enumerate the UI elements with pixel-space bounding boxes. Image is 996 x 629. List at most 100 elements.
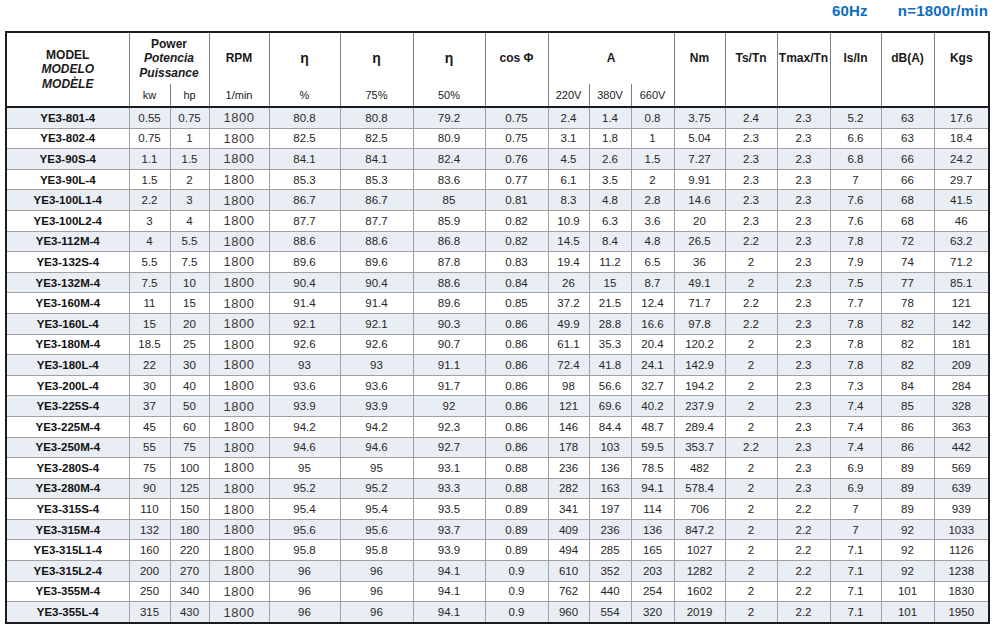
cell-model: YE3-160M-4 <box>6 293 129 314</box>
cell-is_in: 7.5 <box>830 272 881 293</box>
cell-tmax_tn: 2.3 <box>777 107 830 128</box>
cell-a_220v: 37.2 <box>548 293 589 314</box>
cell-kw: 315 <box>129 602 170 623</box>
cell-db_a: 68 <box>881 190 934 211</box>
col-header-eta-50: η 50% <box>413 32 485 107</box>
cell-hp: 3 <box>170 190 209 211</box>
cell-a_660v: 320 <box>631 602 674 623</box>
cell-eta_100: 92.1 <box>269 313 340 334</box>
cell-a_220v: 8.3 <box>548 190 589 211</box>
table-row: YE3-200L-43040180093.693.691.70.869856.6… <box>6 375 989 396</box>
cell-db_a: 78 <box>881 293 934 314</box>
cell-cos_phi: 0.88 <box>485 458 548 479</box>
cell-is_in: 7.1 <box>830 581 881 602</box>
cell-kw: 30 <box>129 375 170 396</box>
cell-eta_75: 87.7 <box>340 210 413 231</box>
cell-eta_100: 93.9 <box>269 396 340 417</box>
cell-eta_100: 90.4 <box>269 272 340 293</box>
cell-a_380v: 136 <box>589 458 631 479</box>
cell-is_in: 7.1 <box>830 561 881 582</box>
cell-eta_75: 93.9 <box>340 396 413 417</box>
cell-kw: 160 <box>129 540 170 561</box>
cell-model: YE3-802-4 <box>6 128 129 149</box>
cell-nm: 9.91 <box>674 169 725 190</box>
cell-kgs: 209 <box>934 355 989 376</box>
cell-a_220v: 3.1 <box>548 128 589 149</box>
cell-is_in: 7.1 <box>830 602 881 623</box>
cell-nm: 847.2 <box>674 519 725 540</box>
cell-hp: 5.5 <box>170 231 209 252</box>
cell-rpm: 1800 <box>209 169 269 190</box>
cell-a_380v: 163 <box>589 478 631 499</box>
cell-a_380v: 352 <box>589 561 631 582</box>
cell-eta_75: 93 <box>340 355 413 376</box>
cell-rpm: 1800 <box>209 499 269 520</box>
table-header: MODEL MODELO MODÈLE Power Potencia Puiss… <box>6 32 989 107</box>
cell-cos_phi: 0.88 <box>485 478 548 499</box>
cell-is_in: 6.8 <box>830 149 881 170</box>
cell-cos_phi: 0.84 <box>485 272 548 293</box>
table-row: YE3-132S-45.57.5180089.689.687.80.8319.4… <box>6 252 989 273</box>
cell-db_a: 82 <box>881 313 934 334</box>
cell-kw: 110 <box>129 499 170 520</box>
cell-tmax_tn: 2.3 <box>777 210 830 231</box>
cell-ts_tn: 2 <box>725 375 777 396</box>
cell-nm: 26.5 <box>674 231 725 252</box>
cell-a_380v: 15 <box>589 272 631 293</box>
cell-model: YE3-315M-4 <box>6 519 129 540</box>
cell-tmax_tn: 2.3 <box>777 231 830 252</box>
cell-hp: 220 <box>170 540 209 561</box>
cell-tmax_tn: 2.3 <box>777 416 830 437</box>
cell-a_660v: 8.7 <box>631 272 674 293</box>
cell-db_a: 74 <box>881 252 934 273</box>
cell-hp: 20 <box>170 313 209 334</box>
cell-eta_100: 92.6 <box>269 334 340 355</box>
cell-a_220v: 2.4 <box>548 107 589 128</box>
cell-db_a: 101 <box>881 602 934 623</box>
cell-model: YE3-160L-4 <box>6 313 129 334</box>
cell-nm: 1602 <box>674 581 725 602</box>
cell-rpm: 1800 <box>209 355 269 376</box>
cell-kw: 7.5 <box>129 272 170 293</box>
cell-is_in: 7.9 <box>830 252 881 273</box>
cell-is_in: 7.3 <box>830 375 881 396</box>
cell-kw: 2.2 <box>129 190 170 211</box>
cell-hp: 1.5 <box>170 149 209 170</box>
cell-kw: 75 <box>129 458 170 479</box>
cell-eta_50: 85 <box>413 190 485 211</box>
cell-tmax_tn: 2.3 <box>777 272 830 293</box>
cell-cos_phi: 0.89 <box>485 519 548 540</box>
cell-rpm: 1800 <box>209 128 269 149</box>
cell-nm: 1282 <box>674 561 725 582</box>
cell-ts_tn: 2 <box>725 519 777 540</box>
cell-eta_50: 87.8 <box>413 252 485 273</box>
cell-db_a: 92 <box>881 519 934 540</box>
cell-ts_tn: 2.3 <box>725 149 777 170</box>
cell-eta_75: 91.4 <box>340 293 413 314</box>
cell-kgs: 18.4 <box>934 128 989 149</box>
cell-rpm: 1800 <box>209 581 269 602</box>
cell-db_a: 82 <box>881 355 934 376</box>
cell-tmax_tn: 2.2 <box>777 499 830 520</box>
cell-eta_50: 91.1 <box>413 355 485 376</box>
cell-model: YE3-280S-4 <box>6 458 129 479</box>
col-header-is-in: Is/In <box>830 32 881 107</box>
cell-a_660v: 12.4 <box>631 293 674 314</box>
cell-eta_50: 93.5 <box>413 499 485 520</box>
cell-a_380v: 3.5 <box>589 169 631 190</box>
col-header-db: dB(A) <box>881 32 934 107</box>
table-row: YE3-160L-41520180092.192.190.30.8649.928… <box>6 313 989 334</box>
col-header-rpm: RPM 1/min <box>209 32 269 107</box>
cell-eta_100: 89.6 <box>269 252 340 273</box>
cell-eta_75: 95.2 <box>340 478 413 499</box>
cell-model: YE3-100L2-4 <box>6 210 129 231</box>
cell-kw: 22 <box>129 355 170 376</box>
cell-tmax_tn: 2.3 <box>777 169 830 190</box>
cell-a_380v: 554 <box>589 602 631 623</box>
cell-kgs: 121 <box>934 293 989 314</box>
col-header-220v: 220V <box>548 84 589 107</box>
cell-a_380v: 69.6 <box>589 396 631 417</box>
cell-a_660v: 59.5 <box>631 437 674 458</box>
cell-is_in: 7.8 <box>830 231 881 252</box>
col-header-model: MODEL MODELO MODÈLE <box>6 32 129 107</box>
